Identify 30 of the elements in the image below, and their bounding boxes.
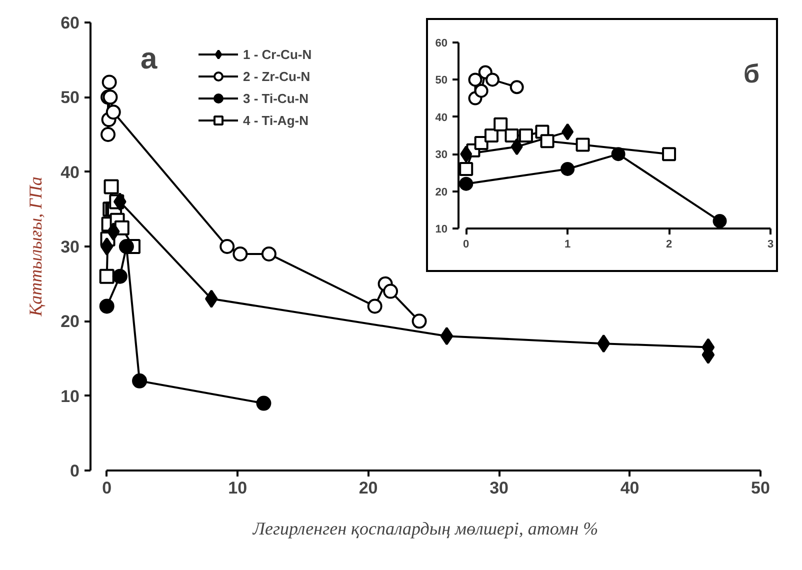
y-tick-label: 30 <box>435 149 448 162</box>
legend-label: 1 - Cr-Cu-N <box>243 46 312 62</box>
annotation: а <box>140 42 158 76</box>
annotation: б <box>744 58 760 88</box>
x-tick-label: 30 <box>490 478 509 498</box>
y-tick-label: 10 <box>435 224 448 236</box>
x-tick-label: 50 <box>751 478 770 498</box>
y-tick-label: 60 <box>60 14 80 32</box>
x-tick-label: 40 <box>620 478 640 498</box>
y-tick-label: 40 <box>435 112 448 124</box>
legend-label: 2 - Zr-Cu-N <box>243 68 310 84</box>
x-tick-label: 3 <box>767 238 774 250</box>
x-tick-label: 0 <box>463 238 470 250</box>
x-axis-title: Легирленген қоспалардың мөлшері, атомн % <box>252 518 598 538</box>
x-tick-label: 20 <box>358 478 378 498</box>
x-tick-label: 1 <box>564 238 571 250</box>
legend-label: 3 - Ti-Cu-N <box>243 90 308 106</box>
y-tick-label: 20 <box>435 186 448 198</box>
y-axis-title: Қаттылығы, ГПа <box>26 176 46 318</box>
y-tick-label: 20 <box>60 312 80 332</box>
x-tick-label: 0 <box>102 478 112 498</box>
y-tick-label: 0 <box>70 462 80 480</box>
y-tick-label: 50 <box>435 74 448 87</box>
x-tick-label: 10 <box>228 478 248 498</box>
y-tick-label: 50 <box>60 88 80 108</box>
y-tick-label: 40 <box>60 162 80 182</box>
x-tick-label: 2 <box>666 238 672 250</box>
legend-label: 4 - Ti-Ag-N <box>243 112 308 128</box>
y-tick-label: 60 <box>435 38 448 50</box>
y-tick-label: 10 <box>60 386 80 406</box>
